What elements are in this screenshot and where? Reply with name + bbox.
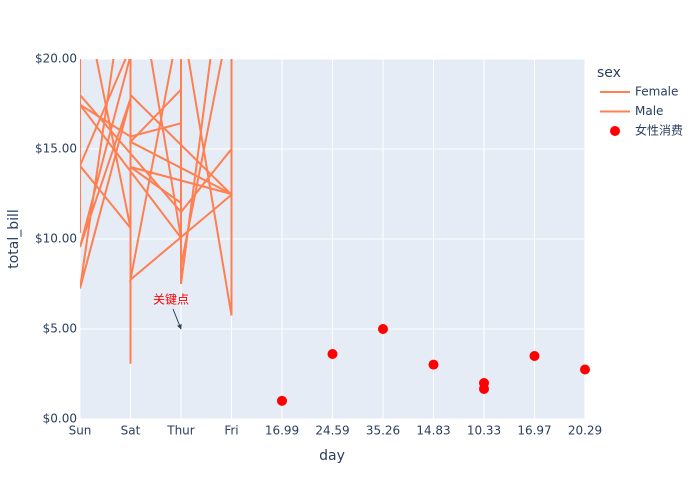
y-tick-label: $15.00 (35, 142, 77, 156)
annotation: 关键点 (153, 293, 189, 307)
annotation-arrow (172, 308, 182, 330)
x-tick-label: 20.29 (568, 424, 602, 438)
x-tick-label: 24.59 (315, 424, 349, 438)
y-tick-label: $0.00 (43, 412, 77, 426)
scatter-point (378, 324, 388, 334)
y-axis-title: total_bill (6, 209, 22, 269)
legend-marker (610, 126, 620, 136)
x-tick-label: Sat (121, 424, 141, 438)
y-tick-label: $10.00 (35, 232, 77, 246)
scatter-point (529, 351, 540, 361)
legend-title: sex (597, 65, 621, 81)
x-tick-label: Sun (69, 424, 92, 438)
x-tick-label: 35.26 (366, 424, 400, 438)
scatter-point (277, 395, 287, 406)
scatter-point (327, 349, 338, 360)
y-tick-label: $20.00 (35, 52, 77, 66)
x-tick-label: 10.33 (467, 424, 501, 438)
scatter-point (479, 378, 489, 388)
x-tick-label: Fri (224, 424, 238, 438)
x-tick-label: 16.99 (265, 424, 299, 438)
y-tick-label: $5.00 (43, 322, 77, 336)
scatter-point (428, 359, 439, 370)
legend-label: 女性消费 (635, 123, 683, 138)
x-tick-label: 16.97 (517, 424, 551, 438)
legend-label: Female (635, 85, 678, 99)
line-series (80, 59, 233, 289)
x-axis-title: day (319, 448, 345, 464)
x-tick-label: Thur (166, 424, 195, 438)
legend-label: Male (635, 104, 663, 118)
scatter-point (580, 364, 590, 375)
x-tick-label: 14.83 (416, 424, 450, 438)
